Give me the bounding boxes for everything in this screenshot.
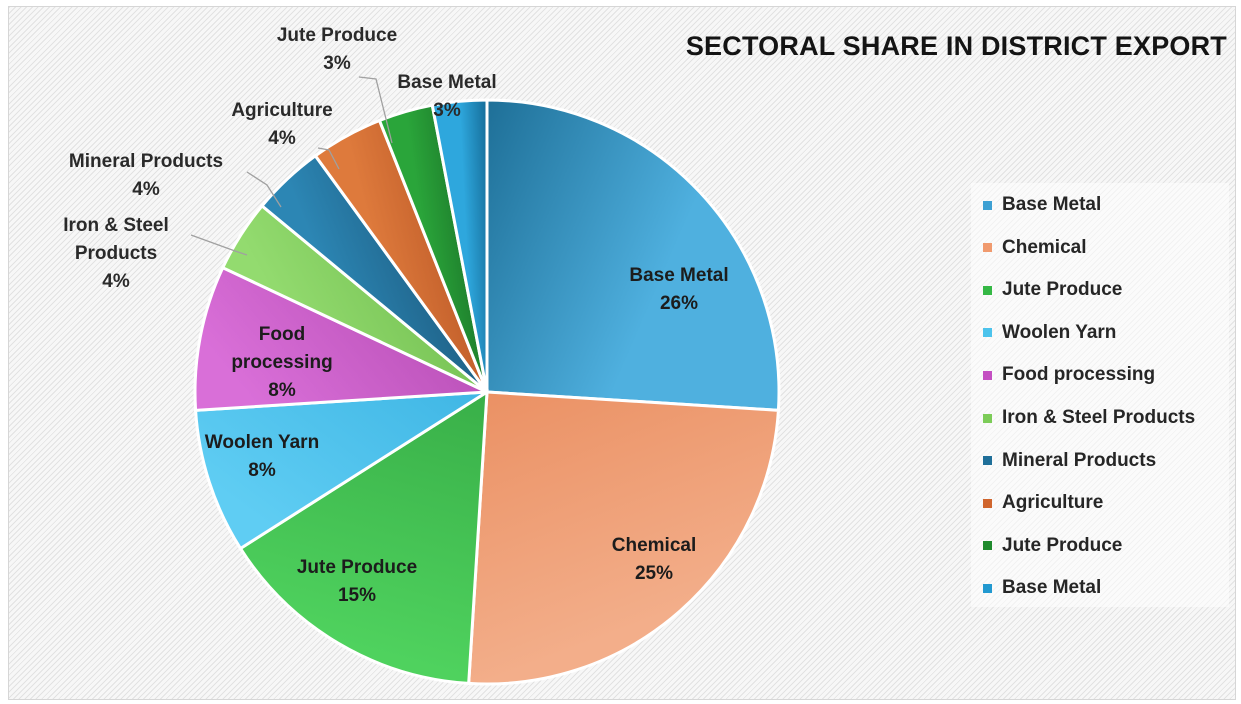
legend-item: Base Metal xyxy=(983,193,1101,217)
legend-label: Base Metal xyxy=(1002,577,1102,599)
chart-area: SECTORAL SHARE IN DISTRICT EXPORT Base M… xyxy=(8,6,1236,700)
pie-slice-5 xyxy=(193,265,488,412)
legend-swatch xyxy=(983,370,992,380)
data-label-2-line-1: Chemical xyxy=(612,535,696,556)
data-label-7-line-2: 4% xyxy=(132,179,160,200)
legend-item: Agriculture xyxy=(983,491,1103,515)
data-label-10-line-1: Base Metal xyxy=(397,72,496,93)
data-label-4: Woolen Yarn 8% xyxy=(205,432,319,481)
data-label-5-line-1: Food xyxy=(259,324,305,345)
pie-slice-2 xyxy=(467,390,781,686)
legend-swatch xyxy=(983,498,992,508)
legend-item: Chemical xyxy=(983,236,1086,260)
data-label-6: Iron & Steel Products 4% xyxy=(63,215,169,292)
data-label-6-line-3: 4% xyxy=(102,271,130,292)
leader-line-7 xyxy=(246,171,282,208)
legend: Base Metal Chemical Jute Produce Woolen Yar… xyxy=(971,183,1229,607)
data-label-5-line-3: 8% xyxy=(268,380,296,401)
legend-item: Jute Produce xyxy=(983,278,1122,302)
legend-swatch xyxy=(983,413,992,423)
legend-swatch xyxy=(983,541,992,551)
pie-slice-1 xyxy=(485,98,781,412)
data-label-6-line-1: Iron & Steel xyxy=(63,215,169,236)
data-label-9: Jute Produce 3% xyxy=(277,25,397,74)
data-label-9-line-2: 3% xyxy=(323,53,351,74)
data-label-4-line-1: Woolen Yarn xyxy=(205,432,319,453)
data-label-1: Base Metal 26% xyxy=(629,265,728,314)
data-label-4-line-2: 8% xyxy=(248,460,276,481)
data-label-5: Food processing 8% xyxy=(231,324,332,401)
data-label-3: Jute Produce 15% xyxy=(297,557,417,606)
data-label-2-line-2: 25% xyxy=(635,563,673,584)
legend-swatch xyxy=(983,456,992,466)
chart-title: SECTORAL SHARE IN DISTRICT EXPORT xyxy=(685,31,1227,61)
legend-swatch xyxy=(983,328,992,338)
leader-lines xyxy=(190,76,393,256)
data-label-6-line-2: Products xyxy=(75,243,157,264)
data-label-10: Base Metal 3% xyxy=(397,72,496,121)
legend-label: Jute Produce xyxy=(1002,534,1123,556)
data-label-7-line-1: Mineral Products xyxy=(69,151,223,172)
data-label-9-line-1: Jute Produce xyxy=(277,25,397,46)
legend-label: Jute Produce xyxy=(1002,279,1123,301)
legend-label: Iron & Steel Products xyxy=(1002,407,1196,428)
legend-label: Agriculture xyxy=(1002,492,1104,514)
legend-swatch xyxy=(983,243,992,253)
data-labels: Base Metal 26% Chemical 25% Jute Produce 15% W… xyxy=(63,25,728,606)
legend-label: Woolen Yarn xyxy=(1002,321,1117,343)
pie-slice-4 xyxy=(193,390,488,551)
legend-label: Mineral Products xyxy=(1002,449,1157,471)
legend-item: Base Metal xyxy=(983,576,1101,600)
legend-item: Jute Produce xyxy=(983,534,1122,558)
data-label-10-line-2: 3% xyxy=(433,100,461,121)
leader-line-6 xyxy=(190,234,248,256)
legend-swatch xyxy=(983,285,992,295)
data-label-7: Mineral Products 4% xyxy=(69,151,223,200)
data-label-8: Agriculture 4% xyxy=(231,100,332,149)
data-label-1-line-2: 26% xyxy=(660,293,698,314)
pie-chart: Base Metal 26% Chemical 25% Jute Produce 15% W… xyxy=(63,25,781,686)
leader-line-9 xyxy=(358,76,393,144)
legend-label: Food processing xyxy=(1002,364,1156,386)
legend-item: Iron & Steel Products xyxy=(983,406,1195,430)
data-label-8-line-1: Agriculture xyxy=(231,100,332,121)
data-label-8-line-2: 4% xyxy=(268,128,296,149)
legend-item: Mineral Products xyxy=(983,449,1156,473)
data-label-3-line-1: Jute Produce xyxy=(297,557,417,578)
data-label-2: Chemical 25% xyxy=(612,535,696,584)
legend-item: Woolen Yarn xyxy=(983,321,1116,345)
legend-item: Food processing xyxy=(983,363,1155,387)
pie-slice-3 xyxy=(238,389,489,686)
data-label-1-line-1: Base Metal xyxy=(629,265,728,286)
legend-label: Chemical xyxy=(1002,236,1087,258)
pie-slices xyxy=(193,98,781,686)
data-label-3-line-2: 15% xyxy=(338,585,376,606)
leader-line-8 xyxy=(317,147,340,170)
legend-swatch xyxy=(983,583,992,593)
legend-label: Base Metal xyxy=(1002,194,1102,215)
pie-slice-10 xyxy=(430,98,489,393)
data-label-5-line-2: processing xyxy=(231,352,332,373)
legend-swatch xyxy=(983,200,992,210)
